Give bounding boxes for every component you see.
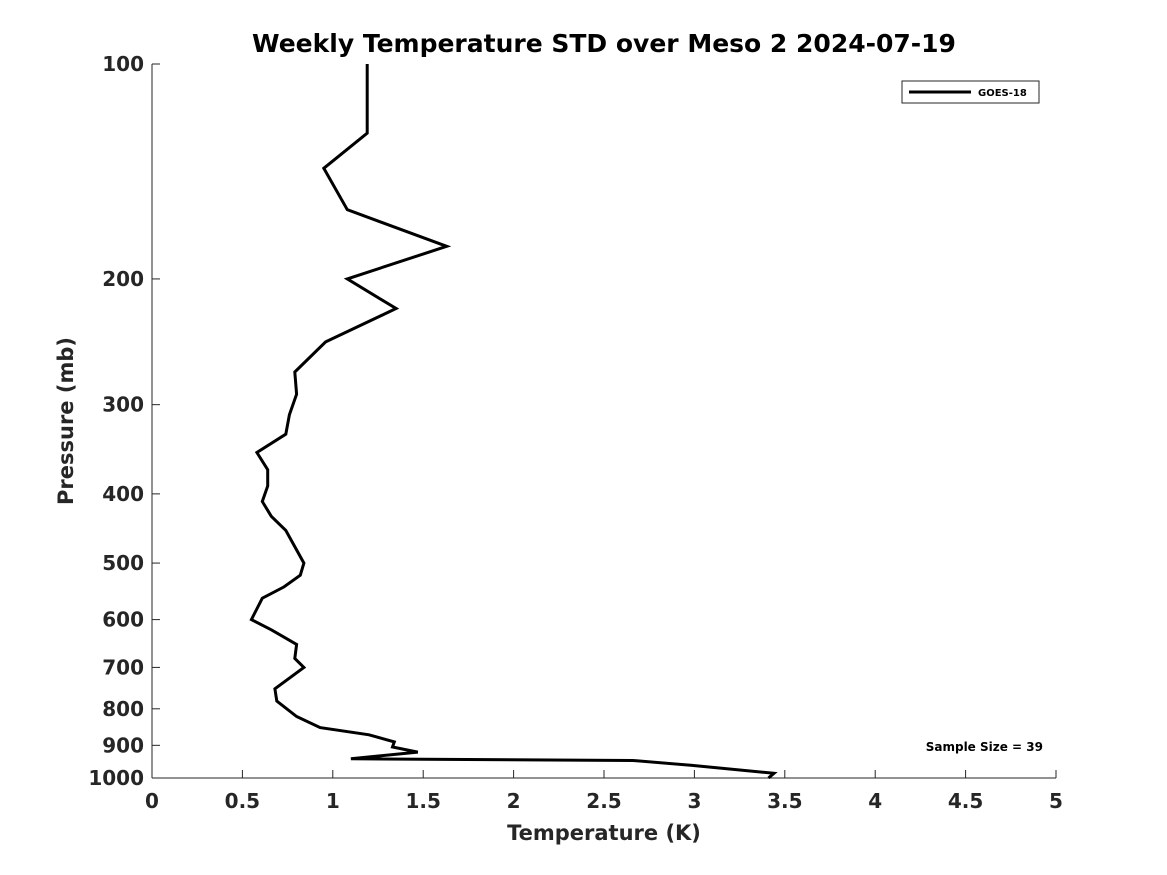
y-tick-label: 900 (102, 733, 144, 757)
x-tick-label: 5 (1049, 789, 1063, 813)
x-tick-label: 1.5 (405, 789, 440, 813)
x-axis-ticks: 0 0.5 1 1.5 2 2.5 3 3.5 4 4.5 5 (145, 770, 1063, 813)
series-group (249, 64, 778, 780)
y-axis-ticks: 100 200 300 400 500 600 700 800 900 1000 (88, 52, 160, 790)
legend: GOES-18 (901, 80, 1040, 104)
y-tick-label: 700 (102, 655, 144, 679)
series-line-goes-18 (249, 64, 778, 780)
y-tick-label: 100 (102, 52, 144, 76)
x-tick-label: 0 (145, 789, 159, 813)
chart-title: Weekly Temperature STD over Meso 2 2024-… (252, 29, 956, 58)
y-tick-label: 1000 (88, 766, 144, 790)
y-tick-label: 300 (102, 393, 144, 417)
x-tick-label: 3.5 (767, 789, 802, 813)
x-tick-label: 3 (687, 789, 701, 813)
x-tick-label: 1 (326, 789, 340, 813)
x-tick-label: 2 (507, 789, 521, 813)
y-tick-label: 800 (102, 697, 144, 721)
sample-size-annotation: Sample Size = 39 (926, 740, 1043, 754)
y-tick-label: 400 (102, 482, 144, 506)
x-tick-label: 4.5 (948, 789, 983, 813)
y-tick-label: 600 (102, 608, 144, 632)
x-axis-label: Temperature (K) (507, 821, 701, 845)
y-tick-label: 200 (102, 267, 144, 291)
x-tick-label: 2.5 (586, 789, 621, 813)
x-tick-label: 0.5 (225, 789, 260, 813)
x-tick-label: 4 (868, 789, 882, 813)
legend-label-goes-18: GOES-18 (978, 88, 1027, 99)
y-tick-label: 500 (102, 551, 144, 575)
y-axis-label: Pressure (mb) (54, 337, 78, 505)
